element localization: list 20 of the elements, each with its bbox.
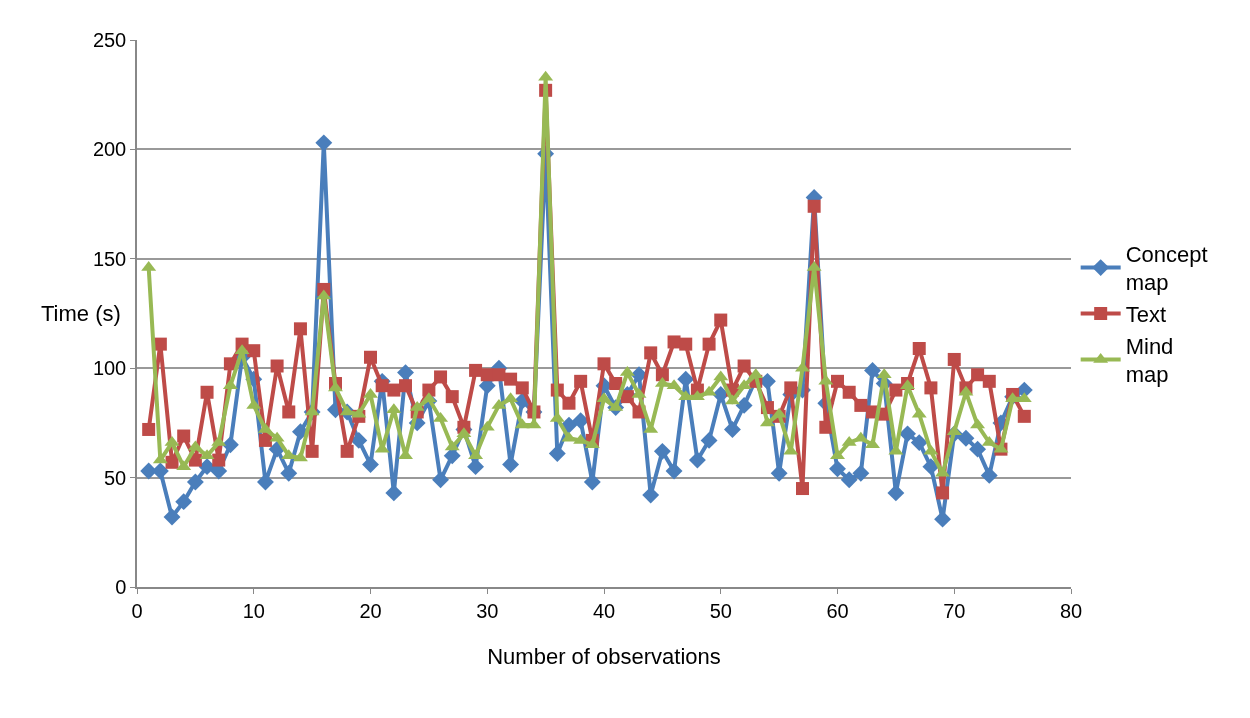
legend-label: Concept map [1125, 241, 1208, 296]
x-tick-label: 40 [592, 599, 616, 622]
legend-label: Text [1125, 302, 1167, 328]
x-tick-label: 50 [709, 599, 732, 622]
x-tick-label: 70 [943, 599, 966, 622]
y-tick-label: 200 [92, 138, 127, 161]
y-tick-label: 100 [92, 357, 127, 380]
y-tick-label: 250 [92, 29, 127, 51]
x-tick-label: 80 [1059, 599, 1083, 622]
x-axis-title: Number of observations [487, 644, 721, 670]
legend-label: Mind map [1125, 333, 1174, 388]
y-tick-label: 150 [92, 247, 127, 270]
x-tick-label: 60 [826, 599, 849, 622]
y-axis-title: Time (s) [41, 301, 121, 326]
y-tick-label: 0 [115, 576, 127, 598]
x-tick-label: 0 [131, 599, 143, 622]
x-tick-label: 30 [476, 599, 499, 622]
x-tick-label: 10 [242, 599, 265, 622]
x-tick-label: 20 [359, 599, 382, 622]
y-tick-label: 50 [104, 466, 127, 489]
